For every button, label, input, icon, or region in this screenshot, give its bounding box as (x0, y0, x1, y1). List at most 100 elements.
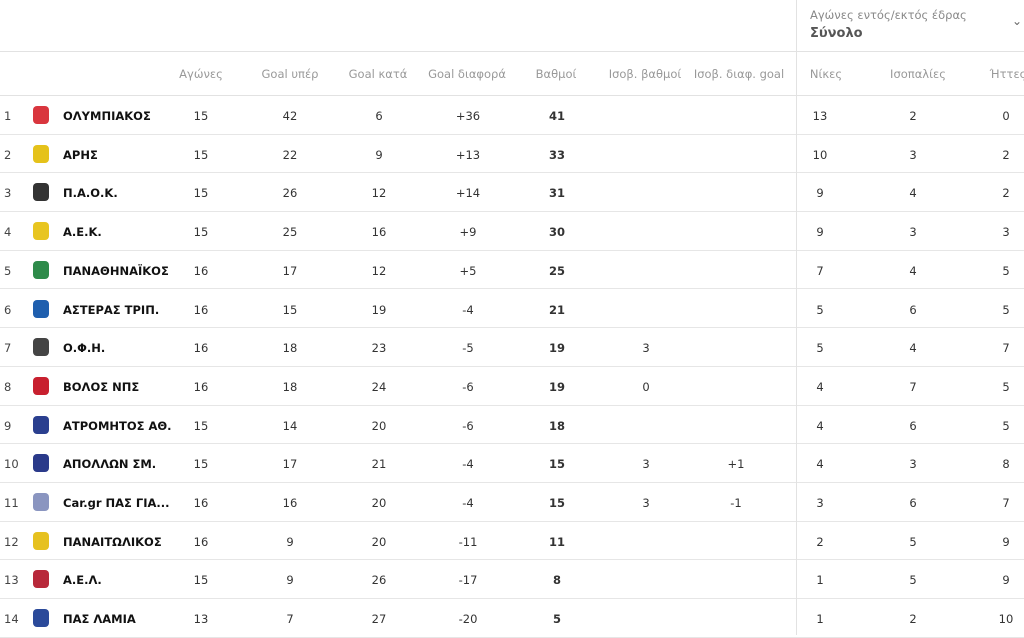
position: 6 (4, 302, 12, 317)
position: 14 (4, 612, 19, 627)
team-logo-icon (33, 454, 49, 473)
cell-d: 4 (909, 263, 917, 278)
top-bar (0, 0, 1024, 52)
cell-hgd: +1 (727, 457, 745, 472)
team-name[interactable]: ΑΤΡΟΜΗΤΟΣ ΑΘ. (63, 418, 172, 433)
cell-ga: 21 (371, 457, 387, 472)
table-row[interactable]: 14 ΠΑΣ ΛΑΜΙΑ 13 7 27 -20 5 1 2 10 (0, 599, 1024, 638)
team-logo-icon (33, 609, 49, 628)
table-row[interactable]: 9 ΑΤΡΟΜΗΤΟΣ ΑΘ. 15 14 20 -6 18 4 6 5 (0, 406, 1024, 445)
table-row[interactable]: 8 ΒΟΛΟΣ ΝΠΣ 16 18 24 -6 19 0 4 7 5 (0, 367, 1024, 406)
table-row[interactable]: 12 ΠΑΝΑΙΤΩΛΙΚΟΣ 16 9 20 -11 11 2 5 9 (0, 522, 1024, 561)
team-name[interactable]: Α.Ε.Λ. (63, 573, 102, 588)
cell-gd: -4 (462, 302, 474, 317)
cell-ga: 27 (371, 612, 387, 627)
cell-played: 15 (193, 418, 209, 433)
cell-gf: 17 (282, 263, 298, 278)
team-logo-icon (33, 415, 49, 434)
home-away-filter[interactable]: Αγώνες εντός/εκτός έδρας Σύνολο (810, 8, 967, 41)
cell-played: 15 (193, 573, 209, 588)
team-name[interactable]: ΑΡΗΣ (63, 147, 98, 162)
cell-pts: 41 (548, 109, 566, 123)
team-logo-icon (33, 531, 49, 550)
table-row[interactable]: 10 ΑΠΟΛΛΩΝ ΣΜ. 15 17 21 -4 15 3 +1 4 3 8 (0, 444, 1024, 483)
column-header[interactable]: Νίκες (809, 67, 843, 81)
cell-d: 3 (909, 457, 917, 472)
table-row[interactable]: 5 ΠΑΝΑΘΗΝΑΪΚΟΣ 16 17 12 +5 25 7 4 5 (0, 251, 1024, 290)
cell-d: 6 (909, 302, 917, 317)
column-header[interactable]: Ισοπαλίες (890, 67, 946, 81)
table-row[interactable]: 6 ΑΣΤΕΡΑΣ ΤΡΙΠ. 16 15 19 -4 21 5 6 5 (0, 290, 1024, 329)
position: 2 (4, 147, 12, 162)
cell-ga: 20 (371, 496, 387, 510)
table-row[interactable]: 13 Α.Ε.Λ. 15 9 26 -17 8 1 5 9 (0, 560, 1024, 600)
cell-w: 9 (816, 186, 824, 201)
team-name[interactable]: ΠΑΝΑΘΗΝΑΪΚΟΣ (63, 263, 169, 278)
cell-pts: 11 (548, 534, 566, 549)
cell-gf: 17 (282, 457, 298, 472)
cell-pts: 8 (552, 573, 562, 588)
column-header[interactable]: Ισοβ. βαθμοί (608, 67, 682, 81)
position: 13 (4, 573, 19, 588)
cell-w: 1 (816, 573, 824, 588)
cell-d: 5 (909, 534, 917, 549)
cell-played: 16 (193, 263, 209, 278)
cell-ga: 19 (371, 302, 387, 317)
table-row[interactable]: 2 ΑΡΗΣ 15 22 9 +13 33 10 3 2 (0, 135, 1024, 174)
cell-gf: 15 (282, 302, 298, 317)
cell-gf: 14 (282, 418, 298, 433)
table-row[interactable]: 4 Α.Ε.Κ. 15 25 16 +9 30 9 3 3 (0, 212, 1024, 251)
table-row[interactable]: 3 Π.Α.Ο.Κ. 15 26 12 +14 31 9 4 2 (0, 173, 1024, 213)
cell-pts: 5 (552, 612, 562, 627)
cell-ga: 24 (371, 379, 387, 394)
column-header[interactable]: Goal υπέρ (261, 67, 319, 81)
team-name[interactable]: ΑΠΟΛΛΩΝ ΣΜ. (63, 457, 157, 472)
cell-pts: 19 (548, 379, 566, 394)
cell-pts: 30 (548, 225, 566, 240)
cell-gf: 16 (282, 496, 298, 510)
cell-hpts: 0 (642, 379, 650, 394)
cell-played: 16 (193, 379, 209, 394)
cell-pts: 15 (548, 496, 566, 510)
team-logo-icon (33, 376, 49, 395)
cell-gf: 7 (286, 612, 294, 627)
cell-hpts: 3 (642, 457, 650, 472)
table-row[interactable]: 11 Car.gr ΠΑΣ ΓΙΑ... 16 16 20 -4 15 3 -1 3 6 7 (0, 483, 1024, 522)
cell-gd: +13 (455, 147, 481, 162)
team-logo-icon (33, 260, 49, 279)
column-header[interactable]: Goal διαφορά (428, 67, 506, 81)
filter-value[interactable]: Σύνολο (810, 26, 863, 41)
team-name[interactable]: ΠΑΣ ΛΑΜΙΑ (63, 612, 136, 627)
cell-played: 15 (193, 225, 209, 240)
team-name[interactable]: ΟΛΥΜΠΙΑΚΟΣ (63, 109, 151, 123)
cell-d: 3 (909, 147, 917, 162)
column-header[interactable]: Αγώνες (179, 67, 223, 81)
cell-played: 15 (193, 457, 209, 472)
cell-gd: -6 (462, 379, 474, 394)
cell-l: 5 (1002, 379, 1010, 394)
team-name[interactable]: ΒΟΛΟΣ ΝΠΣ (63, 379, 140, 394)
column-header[interactable]: Βαθμοί (535, 67, 577, 81)
chevron-down-icon[interactable]: ⌄ (1012, 14, 1023, 28)
team-name[interactable]: Π.Α.Ο.Κ. (63, 186, 118, 201)
column-header[interactable]: Ήττες (989, 67, 1024, 81)
column-header[interactable]: Goal κατά (348, 67, 408, 81)
team-name[interactable]: Car.gr ΠΑΣ ΓΙΑ... (63, 496, 170, 510)
cell-w: 4 (816, 379, 824, 394)
cell-l: 2 (1002, 186, 1010, 201)
cell-gd: -6 (462, 418, 474, 433)
column-header[interactable]: Ισοβ. διαφ. goal (693, 67, 785, 81)
cell-w: 1 (816, 612, 824, 627)
table-row[interactable]: 1 ΟΛΥΜΠΙΑΚΟΣ 15 42 6 +36 41 13 2 0 (0, 96, 1024, 135)
cell-w: 4 (816, 418, 824, 433)
cell-d: 7 (909, 379, 917, 394)
cell-pts: 19 (548, 341, 566, 356)
team-name[interactable]: ΠΑΝΑΙΤΩΛΙΚΟΣ (63, 534, 162, 549)
cell-ga: 23 (371, 341, 387, 356)
team-name[interactable]: ΑΣΤΕΡΑΣ ΤΡΙΠ. (63, 302, 160, 317)
cell-w: 5 (816, 341, 824, 356)
team-name[interactable]: Ο.Φ.Η. (63, 341, 106, 356)
cell-l: 10 (998, 612, 1014, 627)
team-name[interactable]: Α.Ε.Κ. (63, 225, 102, 240)
table-row[interactable]: 7 Ο.Φ.Η. 16 18 23 -5 19 3 5 4 7 (0, 328, 1024, 367)
